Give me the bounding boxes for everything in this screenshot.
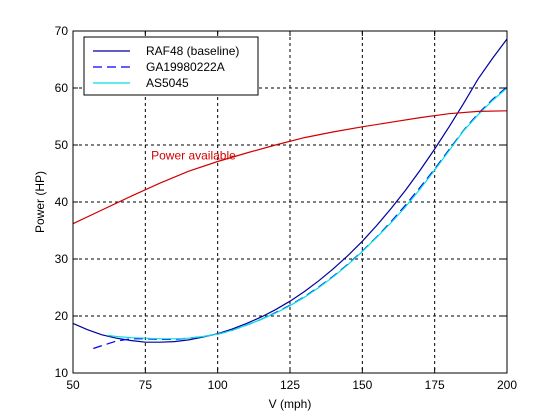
- x-tick-label: 150: [352, 378, 372, 392]
- legend-label-as5045: AS5045: [146, 76, 189, 90]
- x-tick-label: 100: [208, 378, 228, 392]
- x-tick-label: 200: [497, 378, 517, 392]
- annotation-label: Power available: [151, 148, 236, 162]
- y-tick-label: 60: [55, 81, 69, 95]
- legend-box: [83, 36, 259, 96]
- series-layer: [72, 38, 508, 350]
- x-axis-label: V (mph): [269, 397, 312, 411]
- series-line-as5045: [107, 87, 508, 340]
- y-tick-label: 10: [55, 366, 69, 380]
- x-tick-label: 125: [280, 378, 300, 392]
- legend-label-ga19980222a: GA19980222A: [146, 60, 225, 74]
- x-tick-label: 50: [66, 378, 80, 392]
- y-tick-label: 50: [55, 138, 69, 152]
- x-tick-label: 175: [425, 378, 445, 392]
- axes-frame: [72, 30, 508, 374]
- legend: RAF48 (baseline) GA19980222A AS5045: [83, 36, 259, 96]
- x-tick-label: 75: [139, 378, 153, 392]
- y-tick-label: 20: [55, 309, 69, 323]
- series-line-power-available: [72, 110, 508, 225]
- y-tick-label: 70: [55, 24, 69, 38]
- annotations: Power available: [151, 148, 236, 162]
- y-tick-label: 30: [55, 252, 69, 266]
- y-tick-label: 40: [55, 195, 69, 209]
- y-axis-label: Power (HP): [33, 171, 47, 233]
- legend-label-raf48-baseline: RAF48 (baseline): [146, 44, 239, 58]
- series-line-raf48-baseline: [72, 38, 508, 343]
